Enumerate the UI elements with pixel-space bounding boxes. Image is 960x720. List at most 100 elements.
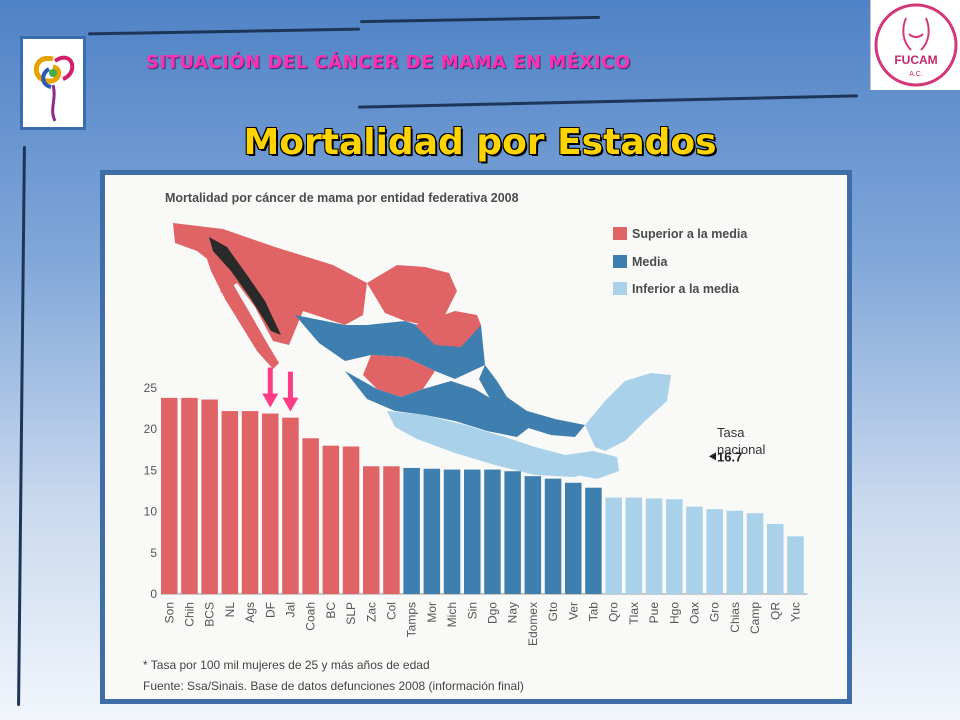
bar <box>605 497 622 594</box>
highlight-arrows <box>262 367 299 412</box>
x-tick-label: Sin <box>465 602 479 619</box>
x-tick-label: Edomex <box>526 602 540 646</box>
x-tick-label: Nay <box>506 602 520 623</box>
decor-line-left-vertical <box>17 145 26 707</box>
reference-label-line2: nacional <box>717 442 766 457</box>
bar <box>403 467 420 594</box>
y-tick-label: 25 <box>144 381 158 395</box>
bar <box>544 478 562 594</box>
bar <box>565 482 582 594</box>
x-tick-label: Mor <box>425 602 439 623</box>
map-region-gulf <box>479 365 585 437</box>
bar <box>706 509 723 594</box>
bar <box>322 445 340 594</box>
decor-line-top-left <box>87 27 361 36</box>
map-region-south <box>387 411 595 477</box>
fucam-logo-icon: FUCAM A.C. <box>874 3 958 87</box>
map-region-center <box>345 371 535 437</box>
x-tick-label: Mich <box>445 602 459 627</box>
x-tick-label: Qro <box>607 602 621 622</box>
y-tick-label: 10 <box>144 505 158 519</box>
bar <box>666 499 683 594</box>
x-tick-label: Tlax <box>627 602 641 625</box>
bar <box>383 466 400 594</box>
bar <box>645 498 663 594</box>
highlight-arrow-icon <box>282 371 299 412</box>
x-tick-label: Camp <box>748 602 762 634</box>
x-tick-label: Gro <box>708 602 722 622</box>
x-tick-label: Son <box>162 602 176 623</box>
mexico-map <box>173 223 671 479</box>
bar <box>423 468 441 594</box>
bar <box>221 411 239 594</box>
map-gulf-shadow <box>209 237 281 335</box>
legend-label-media: Media <box>632 255 668 269</box>
chart-title: Mortalidad por cáncer de mama por entida… <box>165 191 519 205</box>
chart-footnote: * Tasa por 100 mil mujeres de 25 y más a… <box>143 658 430 672</box>
bar <box>262 413 279 594</box>
x-tick-label: Coah <box>304 602 318 631</box>
bar <box>585 487 602 594</box>
map-region-chiapas <box>565 451 619 479</box>
x-tick-label: Chias <box>728 602 742 633</box>
bar <box>767 523 784 594</box>
bar <box>524 476 542 594</box>
chart-bars <box>161 397 804 594</box>
bar <box>302 438 319 594</box>
x-tick-label: BCS <box>203 602 217 627</box>
bar <box>201 399 218 594</box>
bar <box>443 469 461 594</box>
chart-svg: Mortalidad por cáncer de mama por entida… <box>143 191 808 693</box>
chart-source: Fuente: Ssa/Sinais. Base de datos defunc… <box>143 679 524 693</box>
fucam-logo: FUCAM A.C. <box>870 0 960 90</box>
fucam-logo-text: FUCAM <box>894 53 937 67</box>
chart-x-labels: Son Chih BCS NL Ags DF Jal Coah BC SLP Zac Col Tamps… <box>162 602 802 646</box>
x-tick-label: Yuc <box>788 602 802 622</box>
bar <box>686 506 703 594</box>
chart-frame: Mortalidad por cáncer de mama por entida… <box>100 170 852 704</box>
x-tick-label: Oax <box>687 602 701 624</box>
bar <box>363 466 380 594</box>
reference-value: 16.7 <box>717 449 742 464</box>
x-tick-label: Gto <box>546 602 560 622</box>
legend-swatch-superior <box>613 227 627 240</box>
left-logo <box>20 36 86 130</box>
decor-line-top-right <box>359 15 601 24</box>
chart-panel: Mortalidad por cáncer de mama por entida… <box>105 175 847 699</box>
swirl-logo-icon <box>34 55 75 122</box>
x-tick-label: Ags <box>243 602 257 623</box>
map-region-center-superior-2 <box>415 311 481 347</box>
bar <box>504 471 521 594</box>
map-region-center-superior <box>363 355 435 397</box>
bar <box>181 397 198 594</box>
x-tick-label: Jal <box>283 602 297 617</box>
map-region-yucatan <box>585 373 671 451</box>
x-tick-label: Ver <box>566 602 580 620</box>
header-title: SITUACIÓN DEL CÁNCER DE MAMA EN MÉXICO <box>146 52 631 73</box>
legend-label-inferior: Inferior a la media <box>632 282 740 296</box>
x-tick-label: Dgo <box>485 602 499 624</box>
reference-label-line1: Tasa <box>717 425 745 440</box>
y-tick-label: 15 <box>144 463 158 477</box>
x-tick-label: DF <box>263 602 277 618</box>
fucam-logo-subtext: A.C. <box>909 71 923 78</box>
legend-label-superior: Superior a la media <box>632 227 748 241</box>
decor-line-bottom-right <box>358 94 858 109</box>
x-tick-label: Zac <box>364 602 378 622</box>
reference-arrow-icon <box>709 452 716 461</box>
map-region-northeast <box>367 265 457 325</box>
national-rate-reference: Tasa nacional 16.7 <box>709 425 766 464</box>
x-tick-label: Hgo <box>667 602 681 624</box>
y-tick-label: 20 <box>144 422 158 436</box>
bar <box>241 411 259 594</box>
y-tick-label: 5 <box>150 546 157 560</box>
bar <box>746 513 764 594</box>
y-tick-label: 0 <box>150 587 157 601</box>
x-tick-label: Tab <box>586 602 600 622</box>
legend-swatch-inferior <box>613 282 627 295</box>
x-tick-label: Col <box>384 602 398 620</box>
x-tick-label: BC <box>324 602 338 619</box>
x-tick-label: QR <box>768 602 782 620</box>
legend-swatch-media <box>613 255 627 268</box>
bar <box>282 417 299 594</box>
